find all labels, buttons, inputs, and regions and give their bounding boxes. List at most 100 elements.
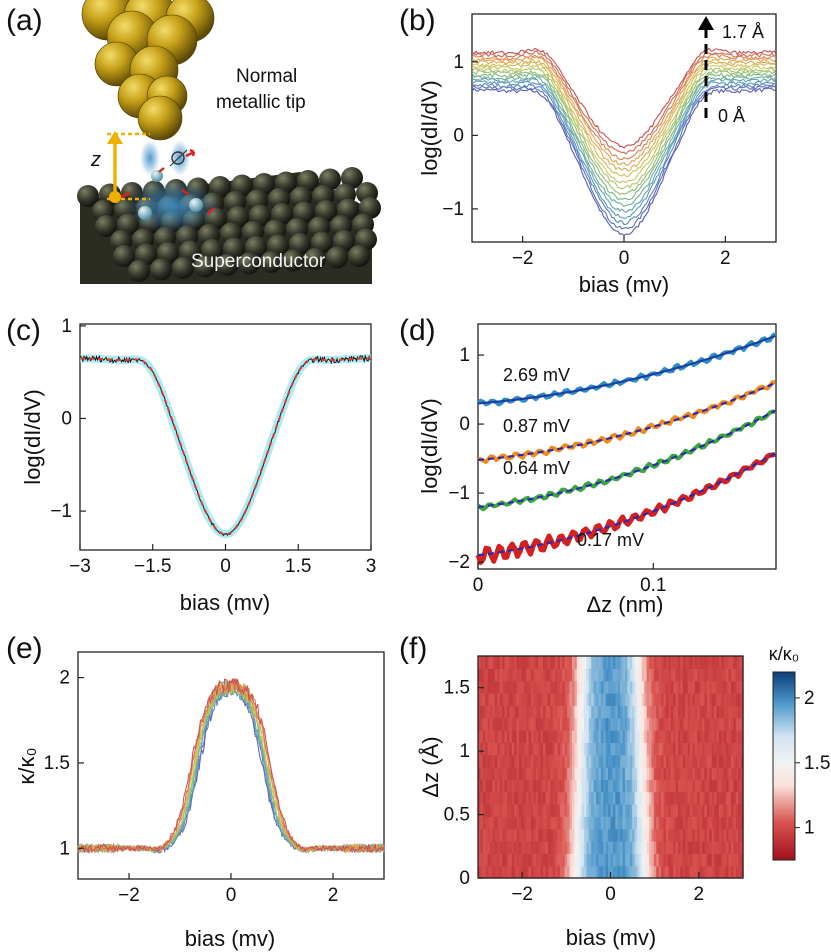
heatmap-cell: [690, 717, 694, 731]
heatmap-cell: [620, 791, 624, 805]
heatmap-cell: [478, 656, 482, 669]
heatmap-cell: [526, 853, 530, 867]
heatmap-cell: [694, 693, 698, 706]
heatmap-cell: [706, 841, 710, 854]
heatmap-cell: [509, 680, 513, 694]
heatmap-cell: [485, 853, 489, 867]
heatmap-cell: [545, 656, 549, 669]
heatmap-cell: [586, 841, 590, 854]
heatmap-cell: [497, 779, 501, 793]
heatmap-cell: [591, 767, 595, 780]
heatmap-cell: [656, 828, 660, 842]
heatmap-cell: [497, 742, 501, 756]
heatmap-cell: [490, 693, 494, 706]
substrate-atom: [157, 242, 179, 264]
uncertainty-band: [80, 354, 371, 539]
heatmap-cell: [521, 779, 525, 793]
adatom-right: [189, 198, 203, 212]
spectrum-line: [471, 87, 777, 237]
heatmap-cell: [576, 804, 580, 817]
heatmap-cell: [714, 742, 718, 756]
y-tick-label: −2: [448, 552, 470, 573]
heatmap-cell: [690, 865, 694, 879]
heatmap-cell: [571, 828, 575, 842]
z-arrow-head-icon: [107, 131, 123, 144]
heatmap-cell: [723, 717, 727, 731]
heatmap-cell: [685, 816, 689, 830]
heatmap-cell: [605, 705, 609, 719]
heatmap-cell: [658, 841, 662, 854]
heatmap-cell: [550, 754, 554, 768]
heatmap-cell: [571, 767, 575, 780]
heatmap-cell: [663, 828, 667, 842]
heatmap-cell: [494, 804, 498, 817]
heatmap-cell: [482, 717, 486, 731]
heatmap-cell: [559, 853, 563, 867]
heatmap-cell: [490, 656, 494, 669]
y-tick-label: 0: [459, 414, 470, 435]
heatmap-cell: [596, 730, 600, 743]
heatmap-cell: [569, 779, 573, 793]
heatmap-cell: [511, 754, 515, 768]
heatmap-cell: [673, 779, 677, 793]
heatmap-cell: [629, 841, 633, 854]
heatmap-cell: [478, 742, 482, 756]
heatmap-cell: [526, 730, 530, 743]
heatmap-cell: [699, 767, 703, 780]
heatmap-cell: [526, 680, 530, 694]
heatmap-cell: [661, 779, 665, 793]
heatmap-cell: [644, 693, 648, 706]
heatmap-cell: [506, 791, 510, 805]
heatmap-cell: [545, 680, 549, 694]
heatmap-cell: [523, 791, 527, 805]
plot-d-axes: 0 0.1−2−101: [448, 345, 666, 596]
heatmap-cell: [711, 680, 715, 694]
heatmap-cell: [564, 656, 568, 669]
heatmap-cell: [518, 717, 522, 731]
substrate-atom: [231, 174, 253, 197]
metallic-tip: [81, 0, 215, 141]
heatmap-cell: [711, 730, 715, 743]
heatmap-cell: [588, 742, 592, 756]
heatmap-cell: [581, 779, 585, 793]
heatmap-cell: [740, 730, 744, 743]
heatmap-cell: [634, 767, 638, 780]
heatmap-cell: [610, 779, 614, 793]
heatmap-cell: [567, 668, 571, 682]
heatmap-cell: [677, 717, 681, 731]
heatmap-cell: [658, 656, 662, 669]
heatmap-cell: [555, 693, 559, 706]
heatmap-cell: [627, 779, 631, 793]
heatmap-cell: [600, 742, 604, 756]
heatmap-cell: [673, 668, 677, 682]
heatmap-cell: [550, 668, 554, 682]
heatmap-cell: [555, 841, 559, 854]
heatmap-cell: [605, 742, 609, 756]
heatmap-cell: [605, 779, 609, 793]
heatmap-cell: [624, 791, 628, 805]
heatmap-cell: [685, 865, 689, 879]
heatmap-cell: [600, 828, 604, 842]
heatmap-cell: [733, 828, 737, 842]
heatmap-cell: [600, 841, 604, 854]
heatmap-cell: [658, 717, 662, 731]
heatmap-cell: [704, 828, 708, 842]
heatmap-cell: [562, 754, 566, 768]
heatmap-cell: [535, 717, 539, 731]
heatmap-cell: [552, 717, 556, 731]
heatmap-cell: [504, 767, 508, 780]
heatmap-cell: [540, 656, 544, 669]
heatmap-cell: [557, 767, 561, 780]
heatmap-cell: [490, 791, 494, 805]
heatmap-cell: [603, 656, 607, 669]
heatmap-cell: [692, 754, 696, 768]
heatmap-cell: [634, 853, 638, 867]
heatmap-cell: [574, 705, 578, 719]
heatmap-cell: [644, 754, 648, 768]
heatmap-cell: [586, 816, 590, 830]
heatmap-cell: [482, 668, 486, 682]
tip-label-line1: Normal: [236, 66, 297, 87]
heatmap-cell: [687, 754, 691, 768]
heatmap-cell: [504, 779, 508, 793]
heatmap-cell: [714, 779, 718, 793]
